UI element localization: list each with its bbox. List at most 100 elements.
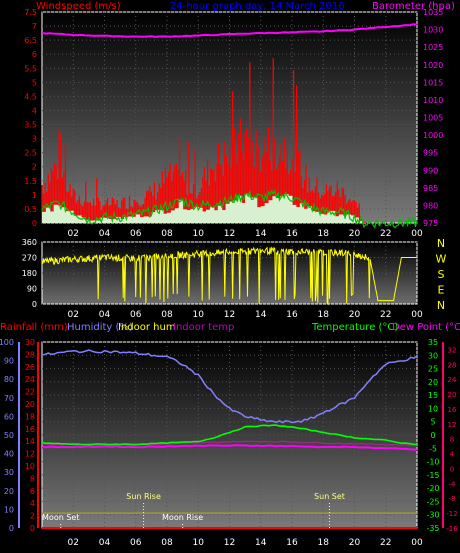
wind-avg-bar [135,214,141,223]
temperature-y-tick-label: 15 [428,391,438,400]
rainfall-y-tick-label: 8 [30,474,35,483]
sunrise-label: Sun Rise [126,492,161,501]
wind-avg-bar [100,217,105,223]
wind-avg-bar [143,216,148,223]
wind-avg-bar [292,204,297,223]
wind-x-tick-label: 12 [224,229,235,239]
dew-point-y-tick-label: 32 [448,346,457,354]
wind-x-tick-label: 02 [68,229,79,239]
wind-x-tick-label: 20 [349,229,361,239]
wind-avg-bar [81,217,86,223]
direction-x-tick-label: 06 [130,310,142,320]
wind-marks [41,23,418,230]
humidity-y-tick-label: 10 [4,505,14,514]
wind-avg-bar [315,211,320,223]
wind-avg-line [41,189,418,230]
humidity-y-tick-label: 90 [4,357,14,366]
wind-avg-bar [182,209,188,223]
wind-y-tick-label: 5 [32,78,37,87]
wind-avg-bar [241,202,246,223]
baro-y-tick-label: 985 [423,184,438,193]
temperature-y-tick-label: 25 [428,365,438,374]
wind-avg-bar [284,194,289,223]
direction-x-tick-label: 08 [161,310,173,320]
wind-avg-bar [346,214,352,223]
baro-y-tick-label: 990 [423,166,438,175]
baro-y-tick-label: 1025 [423,43,443,52]
rainfall-y-tick-label: 6 [30,487,35,496]
dew-point-y-tick-label: -12 [446,510,457,518]
direction-grid [42,241,418,305]
wind-direction-line [41,246,417,306]
wind-avg-bar [249,197,254,223]
wind-avg-bar [311,211,316,223]
direction-y-tick-label: 180 [22,269,37,278]
temp-x-tick-label: 12 [224,538,235,548]
baro-y-tick-label: 1010 [423,96,443,105]
humidity-y-tick-label: 60 [4,412,14,421]
wind-avg-bar [112,218,117,223]
temp-x-tick-label: 00 [411,538,423,548]
rainfall-y-tick-label: 28 [25,350,35,359]
wind-avg-bar [96,220,102,223]
rainfall-y-tick-label: 2 [30,512,35,521]
wind-y-tick-label: 1.5 [24,177,37,186]
baro-y-tick-label: 975 [423,219,438,228]
wind-avg-bar [65,211,70,223]
dew-point-y-tick-label: 16 [448,406,457,414]
wind-avg-bar [209,207,215,223]
wind-y-tick-label: 7.5 [24,8,37,17]
temp-x-tick-label: 02 [68,538,79,548]
baro-y-tick-label: 1035 [423,8,443,17]
dew-point-y-tick-label: 20 [448,391,457,399]
wind-avg-bar [186,210,191,223]
wind-avg-bar [120,218,125,223]
wind-avg-bar [213,210,219,223]
wind-y-tick-label: 7 [32,22,37,31]
temperature-y-tick-label: -20 [426,484,439,493]
baro-y-tick-label: 995 [423,149,438,158]
wind-avg-bar [229,201,234,223]
wind-avg-bar [358,221,363,223]
temp-x-tick-label: 18 [318,538,330,548]
compass-label: E [438,284,445,297]
wind-y-tick-label: 5.5 [24,64,37,73]
wind-avg-bar [73,215,78,223]
wind-avg-bar [69,210,74,223]
wind-avg-bar [155,209,160,223]
rainfall-header: Rainfall (mm) [0,322,68,333]
temp-x-tick-label: 06 [130,538,142,548]
wind-avg-bar [323,214,328,223]
windspeed-header: Windspeed (m/s) [36,1,121,12]
humidity-y-tick-label: 70 [4,394,14,403]
wind-avg-bar [334,216,340,223]
temp-x-tick-label: 04 [99,538,111,548]
wind-avg-bar [104,217,109,223]
wind-x-tick-label: 22 [380,229,391,239]
direction-x-tick-label: 04 [99,310,111,320]
temperature-y-tick-label: 5 [430,418,435,427]
wind-avg-bar [61,207,66,223]
temperature-y-tick-label: 0 [430,431,435,440]
temp-x-tick-label: 08 [161,538,173,548]
dew-point-y-tick-label: 4 [450,451,455,459]
wind-x-tick-label: 16 [286,229,298,239]
wind-avg-bar [202,211,207,223]
wind-y-tick-label: 4.5 [24,92,37,101]
rainfall-y-tick-label: 20 [25,400,35,409]
direction-x-tick-label: 14 [255,310,267,320]
temperature-grid [42,341,418,529]
wind-avg-bar [57,205,63,223]
wind-x-tick-label: 10 [193,229,205,239]
wind-avg-bar [245,193,250,223]
wind-x-tick-label: 04 [99,229,111,239]
humidity-y-tick-label: 50 [4,431,14,440]
wind-x-tick-label: 14 [255,229,267,239]
rainfall-y-tick-label: 16 [25,425,35,434]
baro-y-tick-label: 1000 [423,131,443,140]
wind-avg-bar [206,209,211,223]
wind-avg-bar [307,206,313,223]
wind-x-tick-label: 00 [411,229,423,239]
